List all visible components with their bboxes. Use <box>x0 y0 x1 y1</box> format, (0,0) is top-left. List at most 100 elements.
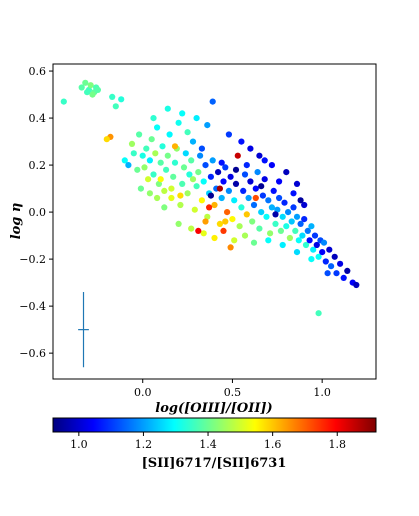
data-point <box>188 225 195 232</box>
data-point <box>276 194 283 202</box>
data-point <box>202 218 209 225</box>
data-point <box>279 213 286 220</box>
data-point <box>328 263 335 270</box>
colorbar-tick-label: 1.2 <box>135 438 153 451</box>
data-point <box>154 124 161 131</box>
data-point <box>261 157 268 164</box>
data-point <box>109 93 116 100</box>
data-point <box>166 131 173 138</box>
data-point <box>283 169 290 176</box>
data-point <box>315 253 322 260</box>
data-point <box>189 176 197 183</box>
data-point <box>207 192 214 199</box>
data-point <box>301 201 308 209</box>
data-point <box>265 197 272 204</box>
y-tick-label: −0.6 <box>19 347 46 360</box>
data-point <box>184 190 191 197</box>
data-point <box>293 249 301 256</box>
data-point <box>186 171 193 178</box>
data-point <box>198 145 205 152</box>
data-point <box>209 98 216 105</box>
data-point <box>247 178 254 185</box>
data-point <box>161 187 168 194</box>
error-bar <box>78 292 89 368</box>
data-point <box>241 171 249 178</box>
data-point <box>299 232 306 239</box>
data-point <box>279 241 286 249</box>
data-point <box>179 180 186 187</box>
data-point <box>220 178 227 185</box>
data-point <box>340 274 347 281</box>
data-point <box>304 227 311 234</box>
y-tick-label: 0.0 <box>29 206 47 219</box>
data-point <box>256 152 263 159</box>
data-point <box>163 166 170 173</box>
data-point <box>232 180 240 187</box>
data-point <box>258 183 265 190</box>
data-point <box>288 218 295 225</box>
data-point <box>216 185 223 192</box>
data-point <box>202 162 209 169</box>
data-point <box>82 79 89 86</box>
data-point <box>168 185 175 192</box>
data-point <box>229 216 236 223</box>
x-tick-label: 0.5 <box>224 386 242 399</box>
data-point <box>224 209 231 216</box>
data-point <box>161 204 168 211</box>
data-point <box>270 187 277 194</box>
data-point <box>306 237 313 244</box>
data-point <box>218 159 225 166</box>
data-point <box>263 213 270 220</box>
data-point <box>170 173 177 180</box>
data-point <box>193 183 200 190</box>
data-point <box>293 180 301 187</box>
data-point <box>175 119 182 126</box>
data-point <box>195 169 202 176</box>
y-tick-label: −0.2 <box>19 253 46 266</box>
data-point <box>310 246 317 253</box>
data-point <box>157 176 164 183</box>
data-point <box>164 105 171 112</box>
data-point <box>189 138 197 145</box>
data-point <box>331 253 338 260</box>
data-point <box>272 211 279 218</box>
data-point <box>211 201 218 209</box>
data-point <box>225 187 232 194</box>
data-point <box>252 185 259 192</box>
data-point <box>238 204 245 211</box>
data-point <box>164 152 171 159</box>
data-point <box>184 129 191 136</box>
data-point <box>146 190 153 197</box>
data-point <box>261 176 268 183</box>
data-point <box>353 281 360 289</box>
data-point <box>265 237 272 244</box>
data-point <box>177 201 184 209</box>
colorbar-tick-label: 1.0 <box>70 438 88 451</box>
data-point <box>171 159 179 166</box>
data-point <box>238 138 245 145</box>
data-point <box>112 103 119 110</box>
data-point <box>297 220 304 227</box>
data-point <box>286 234 293 242</box>
data-point <box>302 241 310 249</box>
data-point <box>197 152 204 159</box>
data-point <box>191 206 198 213</box>
data-point <box>324 270 331 277</box>
data-point <box>136 131 143 138</box>
data-point <box>227 244 234 251</box>
data-point <box>250 239 258 246</box>
data-point <box>295 237 302 244</box>
data-point <box>148 136 155 143</box>
plot-frame <box>52 63 377 380</box>
data-point <box>145 176 152 183</box>
data-point <box>231 197 238 204</box>
colorbar-tick-label: 1.6 <box>264 438 282 451</box>
data-point <box>301 216 308 223</box>
data-point <box>252 194 259 202</box>
data-point <box>267 230 274 237</box>
data-point <box>175 220 182 227</box>
data-point <box>141 164 148 171</box>
data-point <box>139 152 146 159</box>
data-point <box>121 157 128 164</box>
data-point <box>204 122 211 129</box>
